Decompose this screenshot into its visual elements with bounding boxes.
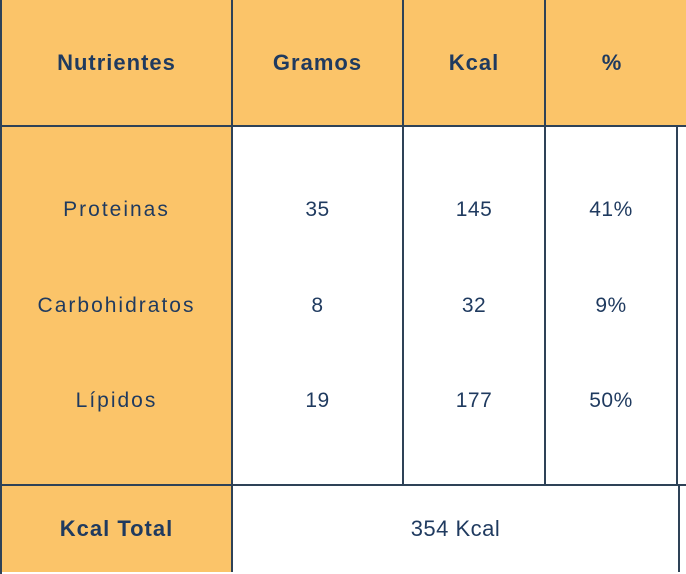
kcal-value: 32: [461, 293, 487, 317]
footer-label: Kcal Total: [59, 516, 174, 541]
body-edge-spacer: [678, 127, 686, 484]
column-kcal: 145 32 177: [404, 127, 546, 484]
column-gramos: 35 8 19: [233, 127, 404, 484]
nutrient-label: Lípidos: [75, 388, 158, 412]
percent-value: 9%: [595, 293, 627, 317]
table-header-row: Nutrientes Gramos Kcal %: [2, 0, 686, 127]
percent-value: 41%: [589, 198, 633, 222]
header-label-kcal: Kcal: [448, 49, 500, 75]
column-nutrientes: Proteinas Carbohidratos Lípidos: [2, 127, 233, 484]
kcal-value: 177: [455, 388, 493, 412]
percent-value: 50%: [589, 388, 633, 412]
gramos-value: 35: [305, 198, 330, 222]
footer-edge-spacer: [680, 486, 686, 572]
table-body-row: Proteinas Carbohidratos Lípidos 35 8 19 …: [2, 127, 686, 486]
table-footer-row: Kcal Total 354 Kcal: [2, 486, 686, 572]
gramos-value: 8: [311, 293, 324, 317]
footer-cell-total-value: 354 Kcal: [233, 486, 680, 572]
header-cell-nutrientes: Nutrientes: [2, 0, 233, 125]
header-label-nutrientes: Nutrientes: [57, 49, 176, 75]
header-label-gramos: Gramos: [272, 49, 363, 75]
nutrient-label: Carbohidratos: [37, 293, 196, 317]
gramos-value: 19: [305, 388, 330, 412]
kcal-value: 145: [455, 198, 493, 222]
header-cell-kcal: Kcal: [404, 0, 546, 125]
header-label-percent: %: [601, 49, 623, 75]
footer-cell-kcal-total: Kcal Total: [2, 486, 233, 572]
header-cell-gramos: Gramos: [233, 0, 404, 125]
total-kcal-value: 354 Kcal: [410, 516, 501, 541]
column-percent: 41% 9% 50%: [546, 127, 678, 484]
header-edge-spacer: [678, 0, 686, 125]
nutrient-label: Proteinas: [63, 198, 170, 222]
header-cell-percent: %: [546, 0, 678, 125]
